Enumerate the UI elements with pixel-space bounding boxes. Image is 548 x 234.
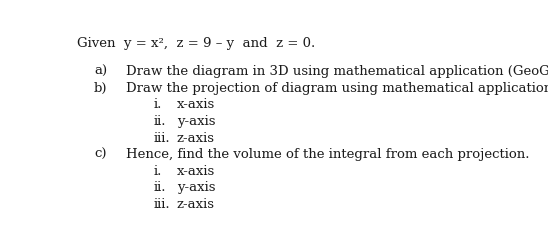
Text: y-axis: y-axis — [177, 181, 215, 194]
Text: z-axis: z-axis — [177, 132, 215, 145]
Text: y-axis: y-axis — [177, 115, 215, 128]
Text: Hence, find the volume of the integral from each projection.: Hence, find the volume of the integral f… — [126, 148, 529, 161]
Text: iii.: iii. — [153, 198, 170, 211]
Text: Draw the projection of diagram using mathematical application (GeoGebra: Draw the projection of diagram using mat… — [126, 82, 548, 95]
Text: z-axis: z-axis — [177, 198, 215, 211]
Text: ii.: ii. — [153, 181, 166, 194]
Text: a): a) — [94, 65, 107, 78]
Text: ii.: ii. — [153, 115, 166, 128]
Text: i.: i. — [153, 165, 162, 178]
Text: x-axis: x-axis — [177, 99, 215, 111]
Text: c): c) — [94, 148, 106, 161]
Text: x-axis: x-axis — [177, 165, 215, 178]
Text: i.: i. — [153, 99, 162, 111]
Text: iii.: iii. — [153, 132, 170, 145]
Text: Given  y = x²,  z = 9 – y  and  z = 0.: Given y = x², z = 9 – y and z = 0. — [77, 37, 315, 50]
Text: Draw the diagram in 3D using mathematical application (GeoGebra etc.).: Draw the diagram in 3D using mathematica… — [126, 65, 548, 78]
Text: b): b) — [94, 82, 107, 95]
